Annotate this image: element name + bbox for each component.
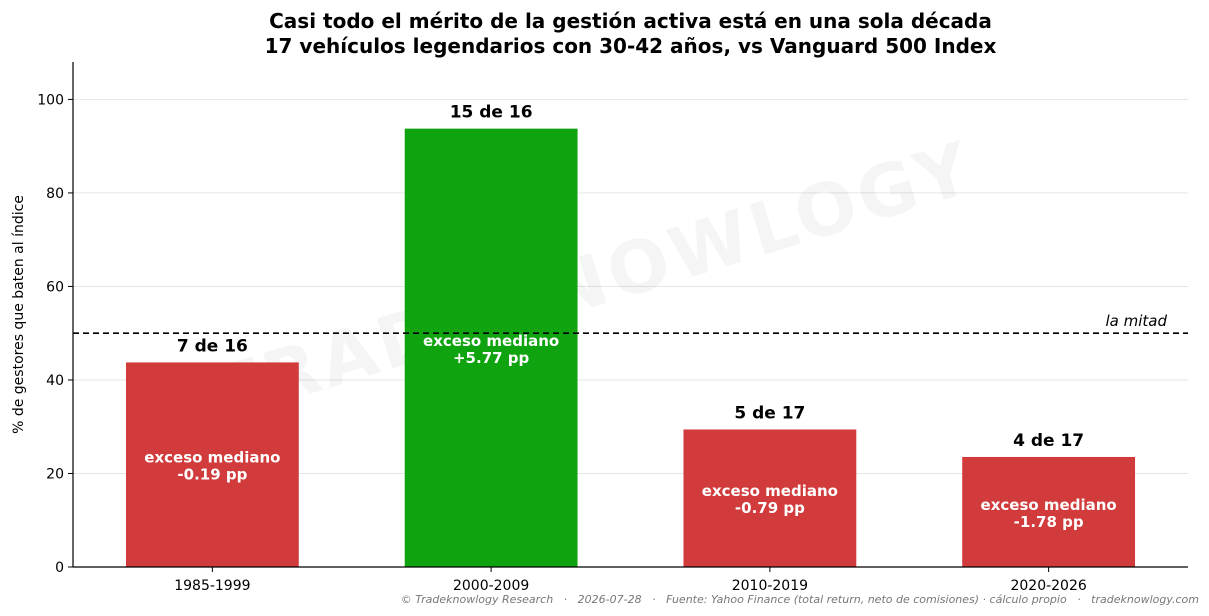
bar-excess-label: +5.77 pp [453,349,530,367]
y-tick-label: 0 [55,560,64,576]
footer-credits: © Tradeknowlogy Research · 2026-07-28 · … [400,593,1199,606]
chart-subtitle: 17 vehículos legendarios con 30-42 años,… [265,34,997,58]
bar-excess-label: exceso mediano [423,332,559,350]
y-tick-label: 20 [46,466,64,482]
bar-count-label: 7 de 16 [177,336,248,356]
bar-excess-label: exceso mediano [981,496,1117,514]
bar-excess-label: -0.79 pp [735,499,805,517]
bar-2010-2019 [683,429,857,567]
y-axis-label: % de gestores que baten al índice [11,195,27,434]
bar-excess-label: -0.19 pp [177,466,247,484]
y-tick-label: 100 [37,92,64,108]
bar-count-label: 5 de 17 [734,403,805,423]
bar-excess-label: -1.78 pp [1014,513,1084,531]
bar-2000-2009 [404,128,578,567]
bar-count-label: 4 de 17 [1013,431,1084,451]
x-tick-label: 1985-1999 [174,578,250,594]
y-tick-label: 40 [46,373,64,389]
bar-excess-label: exceso mediano [702,482,838,500]
x-tick-label: 2000-2009 [453,578,529,594]
watermark-text: TRADEKNOWLOGY [202,125,984,437]
bars [125,128,1136,567]
bar-count-label: 15 de 16 [450,103,533,123]
bar-1985-1999 [125,362,299,567]
axes: 0 20 40 60 80 100 1985-1999 2000-2009 2010-2019 2… [37,62,1188,594]
y-tick-label: 80 [46,186,64,202]
bar-excess-label: exceso mediano [144,449,280,467]
bar-2020-2026 [962,456,1136,567]
reference-line-label: la mitad [1105,312,1167,330]
x-tick-label: 2020-2026 [1010,578,1086,594]
chart-title: Casi todo el mérito de la gestión activa… [269,9,992,33]
x-tick-label: 2010-2019 [732,578,808,594]
y-tick-label: 60 [46,279,64,295]
